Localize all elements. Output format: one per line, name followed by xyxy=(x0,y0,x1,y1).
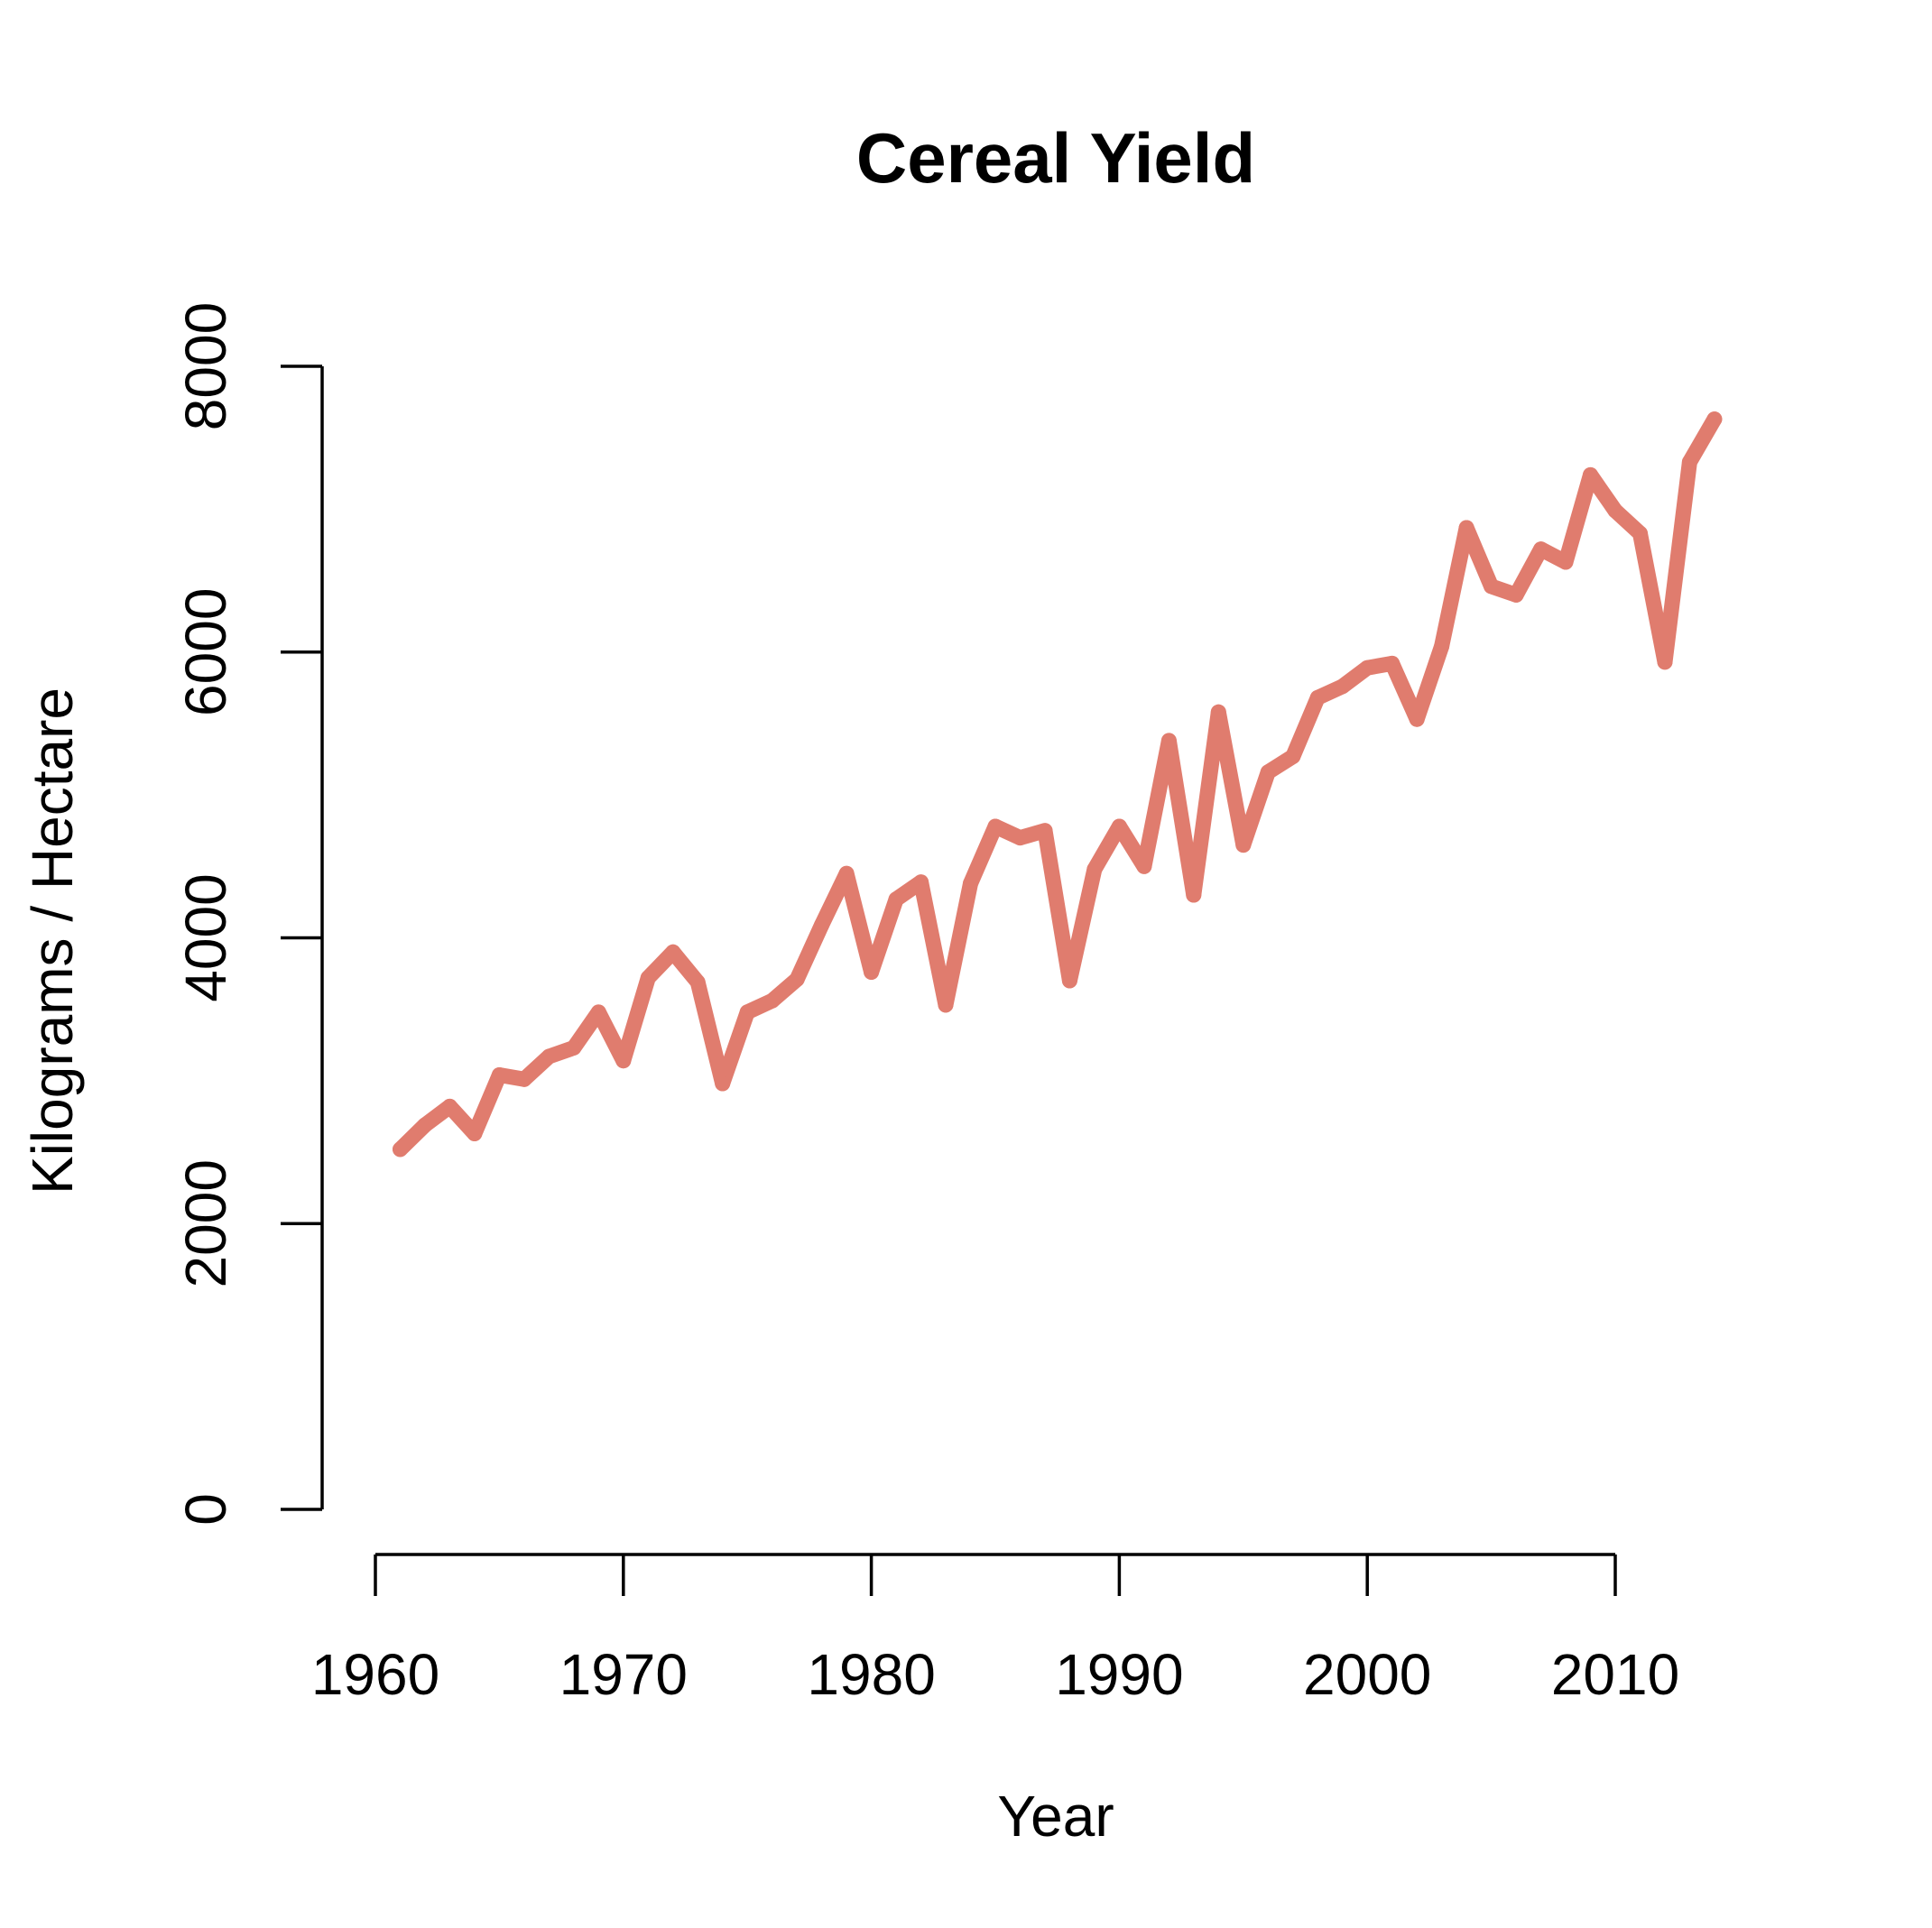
data-point xyxy=(566,1039,582,1056)
data-point xyxy=(1583,466,1598,483)
y-axis-label: Kilograms / Hectare xyxy=(20,687,85,1195)
data-point xyxy=(615,1053,632,1069)
y-axis: 0 2000 4000 6000 8000 xyxy=(173,302,324,1526)
data-point xyxy=(987,818,1003,835)
series-layer xyxy=(393,411,1723,1158)
data-point xyxy=(1260,764,1276,780)
data-point xyxy=(491,1067,507,1083)
x-tick-label: 1960 xyxy=(311,1642,439,1707)
x-axis-label: Year xyxy=(997,1784,1114,1849)
x-tick-label: 1990 xyxy=(1055,1642,1183,1707)
data-point xyxy=(1359,660,1375,676)
data-point xyxy=(1632,525,1648,541)
data-point xyxy=(1409,711,1425,727)
data-point xyxy=(1508,586,1524,603)
data-point xyxy=(1558,554,1574,570)
data-point xyxy=(441,1098,458,1114)
data-point xyxy=(1061,973,1077,989)
data-point xyxy=(864,964,880,980)
data-point xyxy=(1309,689,1326,706)
data-point xyxy=(541,1048,557,1065)
data-point xyxy=(1458,520,1474,536)
data-point xyxy=(913,874,929,890)
data-point xyxy=(467,1126,483,1141)
data-point xyxy=(1186,887,1202,903)
data-point xyxy=(417,1117,433,1133)
data-point xyxy=(938,997,954,1013)
data-point xyxy=(516,1071,532,1087)
data-point xyxy=(715,1075,731,1092)
data-point xyxy=(1160,733,1177,749)
data-point xyxy=(1285,748,1301,764)
y-tick-label: 0 xyxy=(173,1493,238,1526)
data-point xyxy=(665,944,681,960)
data-point xyxy=(1434,638,1450,654)
data-point xyxy=(1037,823,1053,839)
series-line xyxy=(393,411,1723,1158)
data-point xyxy=(640,970,656,986)
data-point xyxy=(838,865,855,881)
data-point xyxy=(1706,411,1723,428)
x-tick-label: 2000 xyxy=(1303,1642,1431,1707)
data-point xyxy=(1111,818,1127,835)
data-point xyxy=(1136,858,1152,874)
chart-title: Cereal Yield xyxy=(856,118,1255,198)
y-tick-label: 6000 xyxy=(173,588,238,716)
data-point xyxy=(888,891,904,908)
data-point xyxy=(1484,578,1500,595)
data-point xyxy=(1384,655,1400,671)
data-point xyxy=(590,1004,606,1020)
data-point xyxy=(764,992,781,1009)
y-tick-label: 4000 xyxy=(173,873,238,1001)
data-point xyxy=(1533,541,1549,558)
x-tick-label: 2010 xyxy=(1551,1642,1679,1707)
data-point xyxy=(814,917,830,933)
data-point xyxy=(1210,704,1226,720)
data-point xyxy=(1335,678,1351,695)
data-point xyxy=(1657,654,1673,670)
data-point xyxy=(789,971,805,987)
data-point xyxy=(1086,862,1103,877)
y-tick-label: 2000 xyxy=(173,1159,238,1287)
y-tick-label: 8000 xyxy=(173,302,238,430)
data-point xyxy=(1012,830,1028,846)
data-point xyxy=(739,1004,755,1020)
x-tick-label: 1970 xyxy=(559,1642,688,1707)
data-point xyxy=(393,1141,408,1158)
data-point xyxy=(963,875,978,891)
data-point xyxy=(1681,454,1697,470)
x-tick-label: 1980 xyxy=(807,1642,935,1707)
data-point xyxy=(1607,503,1623,519)
data-point xyxy=(689,974,706,991)
x-axis: 1960 1970 1980 1990 2000 2010 xyxy=(311,1553,1679,1707)
data-point xyxy=(1235,837,1252,853)
